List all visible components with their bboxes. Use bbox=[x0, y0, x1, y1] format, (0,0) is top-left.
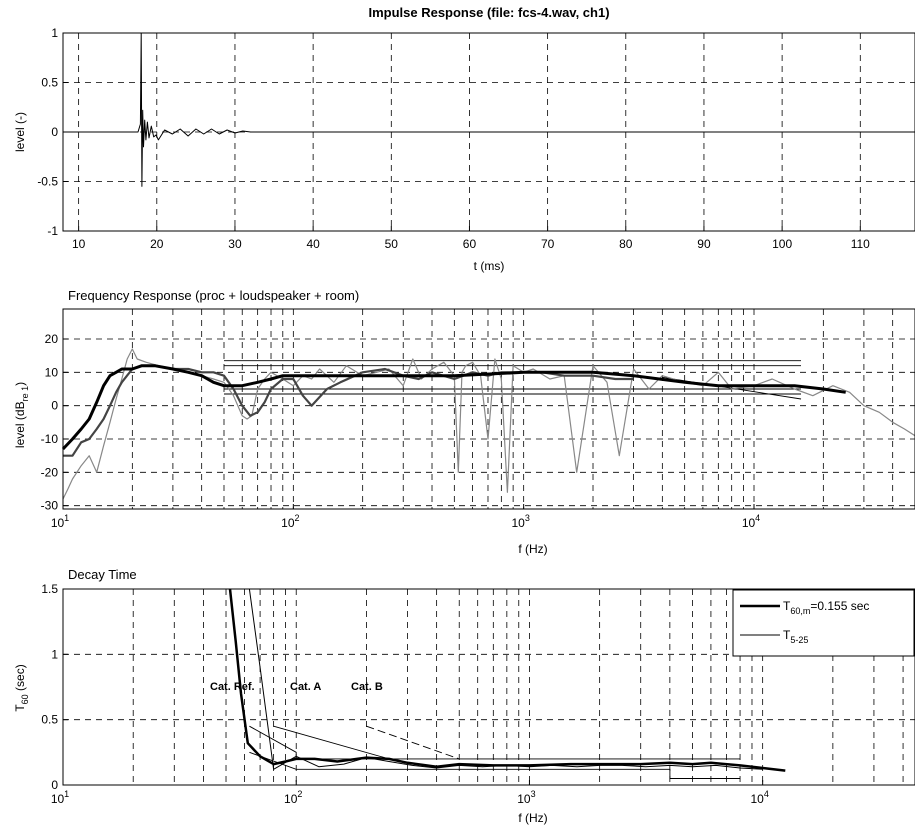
x-tick-label: 102 bbox=[281, 513, 299, 530]
series-line-1 bbox=[62, 348, 915, 500]
plot-frame bbox=[62, 588, 915, 786]
legend-label-subscript: 5-25 bbox=[790, 635, 808, 645]
y-tick-label: 1.5 bbox=[41, 582, 58, 596]
x-tick-label: 104 bbox=[742, 513, 760, 530]
y-tick-label: -10 bbox=[41, 432, 59, 446]
y-tick-label: -20 bbox=[41, 465, 59, 479]
x-tick-label: 110 bbox=[851, 237, 870, 251]
y-axis-label: level (dBre 1) bbox=[13, 382, 30, 448]
x-tick-label: 10 bbox=[72, 237, 86, 251]
y-tick-label: 0.5 bbox=[41, 713, 58, 727]
series-group bbox=[228, 588, 786, 772]
x-tick-label: 90 bbox=[697, 237, 711, 251]
y-axis-label: level (-) bbox=[13, 112, 27, 152]
series-line-3 bbox=[61, 364, 846, 451]
y-tick-label: -30 bbox=[41, 499, 59, 513]
legend: T60,m=0.155 sec T5-25 bbox=[732, 589, 915, 657]
y-tick-label: 1 bbox=[51, 647, 58, 661]
chart-title: Impulse Response (file: fcs-4.wav, ch1) bbox=[368, 5, 609, 20]
x-tick-label: 102 bbox=[284, 789, 302, 806]
x-tick-label: 70 bbox=[541, 237, 555, 251]
x-tick-label: 80 bbox=[619, 237, 633, 251]
x-tick-label: 104 bbox=[750, 789, 768, 806]
frequency-response-panel: Frequency Response (proc + loudspeaker +… bbox=[13, 288, 915, 556]
y-tick-label: 10 bbox=[45, 365, 59, 379]
series-group bbox=[61, 348, 915, 500]
series-group bbox=[63, 32, 915, 187]
tick-labels: 1 0.5 0 -0.5 -1 10 20 30 40 50 60 70 80 90 100 110 bbox=[37, 26, 870, 251]
grid bbox=[63, 309, 915, 509]
y-axis-label: T60 (sec) bbox=[13, 664, 30, 711]
y-tick-label: -0.5 bbox=[37, 175, 58, 189]
y-tick-label: 0 bbox=[51, 778, 58, 792]
y-tick-label: 0.5 bbox=[41, 76, 58, 90]
annotation-cat-a: Cat. A bbox=[290, 681, 321, 693]
y-axis-label-end: ) bbox=[13, 382, 27, 386]
y-tick-label: 0 bbox=[51, 399, 58, 413]
plot-frame bbox=[62, 308, 915, 510]
y-axis-label-subscript: re 1 bbox=[20, 386, 30, 402]
y-axis-label-subscript: 60 bbox=[20, 694, 30, 704]
legend-label-main: T bbox=[783, 599, 791, 613]
x-tick-label: 101 bbox=[51, 789, 69, 806]
x-axis-label: f (Hz) bbox=[518, 542, 547, 556]
annotation-cat-ref: Cat. Ref. bbox=[210, 681, 255, 693]
category-line-4 bbox=[366, 725, 460, 760]
series-line-1 bbox=[63, 32, 915, 187]
series-line-1 bbox=[228, 588, 786, 772]
x-tick-label: 101 bbox=[51, 513, 69, 530]
category-line-3 bbox=[273, 725, 390, 760]
x-axis-label: f (Hz) bbox=[518, 811, 547, 825]
y-tick-label: 0 bbox=[51, 125, 58, 139]
x-tick-label: 50 bbox=[385, 237, 399, 251]
y-axis-label-main: level (dB bbox=[13, 401, 27, 448]
legend-label-subscript: 60,m bbox=[790, 606, 810, 616]
x-tick-label: 30 bbox=[228, 237, 242, 251]
category-line-1 bbox=[249, 725, 741, 760]
x-tick-label: 60 bbox=[463, 237, 477, 251]
x-tick-label: 100 bbox=[772, 237, 792, 251]
y-tick-label: 20 bbox=[45, 332, 59, 346]
impulse-response-panel: Impulse Response (file: fcs-4.wav, ch1) … bbox=[13, 5, 915, 273]
legend-label-series-1: T60,m=0.155 sec bbox=[783, 599, 869, 616]
chart-title: Decay Time bbox=[68, 567, 137, 582]
x-tick-label: 20 bbox=[150, 237, 164, 251]
legend-label-series-2: T5-25 bbox=[783, 628, 808, 645]
y-axis-label-end: (sec) bbox=[13, 664, 27, 694]
series-line-2 bbox=[248, 588, 763, 770]
x-tick-label: 103 bbox=[517, 789, 535, 806]
x-tick-label: 103 bbox=[511, 513, 529, 530]
annotation-cat-b: Cat. B bbox=[351, 681, 383, 693]
x-tick-label: 40 bbox=[306, 237, 320, 251]
y-tick-label: 1 bbox=[51, 26, 58, 40]
legend-label-suffix: =0.155 sec bbox=[810, 599, 869, 613]
x-axis-label: t (ms) bbox=[474, 259, 505, 273]
legend-label-main: T bbox=[783, 628, 791, 642]
series-line-2 bbox=[63, 364, 634, 457]
y-axis-label-main: T bbox=[13, 704, 27, 712]
y-tick-label: -1 bbox=[47, 224, 58, 238]
chart-title: Frequency Response (proc + loudspeaker +… bbox=[68, 288, 359, 303]
legend-box bbox=[732, 589, 915, 657]
category-lines bbox=[249, 725, 741, 779]
